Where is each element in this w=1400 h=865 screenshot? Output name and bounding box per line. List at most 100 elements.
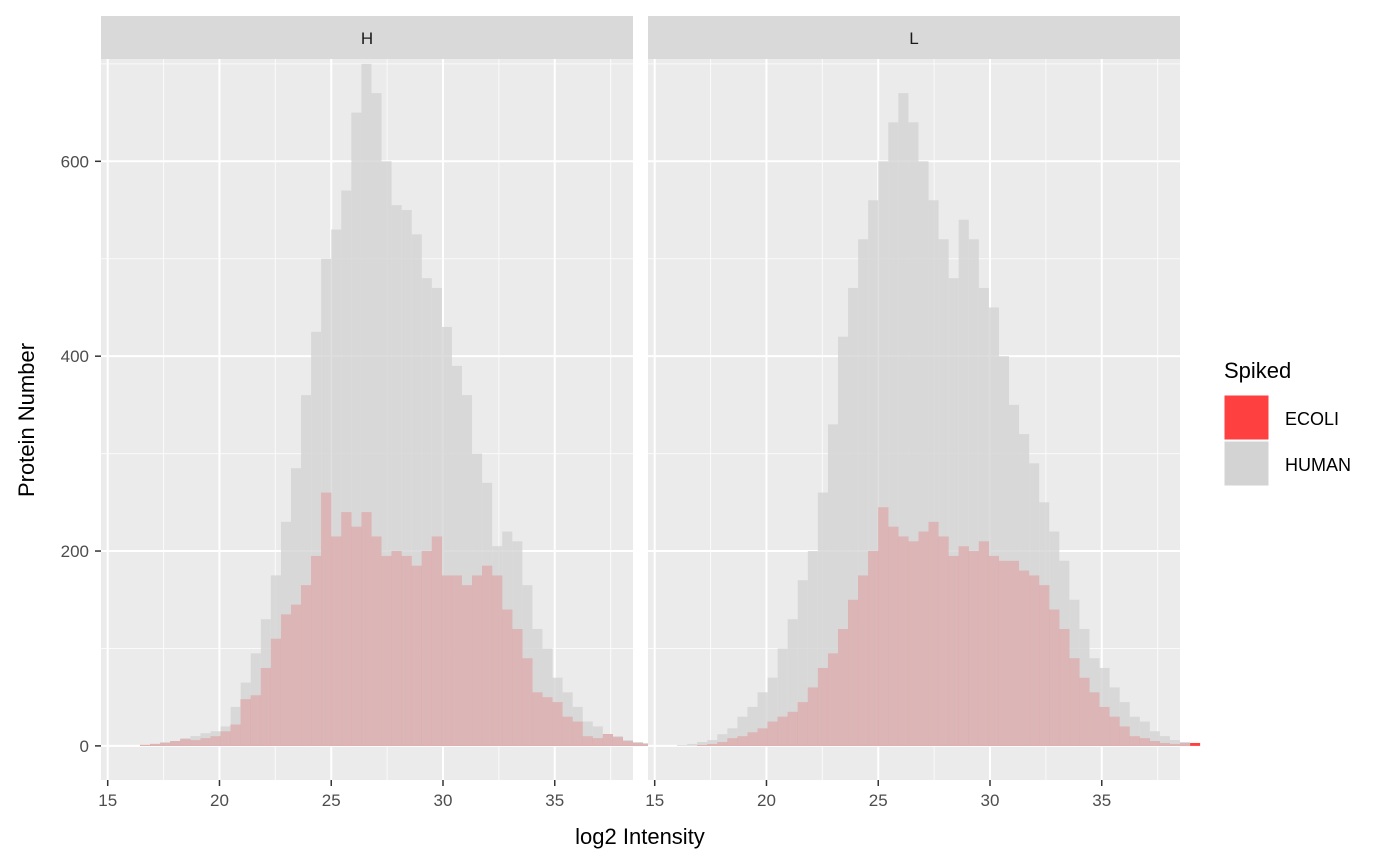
bar-human-h bbox=[170, 741, 181, 746]
bar-human-l bbox=[687, 743, 698, 746]
facet-panel-h: H bbox=[101, 16, 654, 780]
bar-human-h bbox=[441, 326, 452, 746]
bar-human-h bbox=[622, 740, 633, 746]
bar-human-h bbox=[361, 63, 372, 746]
bar-human-l bbox=[827, 424, 838, 746]
bar-human-h bbox=[250, 653, 261, 746]
legend-key-human bbox=[1223, 440, 1270, 487]
bar-human-l bbox=[677, 744, 688, 746]
bar-human-h bbox=[401, 210, 412, 746]
bar-human-h bbox=[291, 468, 302, 746]
bar-human-h bbox=[421, 278, 432, 746]
bar-human-l bbox=[1159, 736, 1170, 746]
bar-human-h bbox=[301, 395, 312, 746]
bar-human-h bbox=[331, 229, 342, 746]
bar-human-h bbox=[351, 112, 362, 746]
x-axis: 15 20 25 30 35 15 20 25 30 35 bbox=[98, 780, 1111, 810]
bar-human-h bbox=[462, 395, 473, 746]
x-tick-label: 15 bbox=[645, 791, 664, 810]
bar-human-l bbox=[958, 219, 969, 746]
bar-human-h bbox=[200, 733, 211, 746]
bar-human-l bbox=[918, 161, 929, 746]
bar-human-l bbox=[1149, 731, 1160, 746]
x-tick-label: 35 bbox=[1092, 791, 1111, 810]
legend-title: Spiked bbox=[1224, 358, 1291, 383]
bar-human-l bbox=[848, 287, 859, 746]
legend-key-ecoli bbox=[1223, 394, 1270, 441]
bar-human-h bbox=[210, 731, 221, 746]
bar-human-h bbox=[230, 706, 241, 746]
bar-human-l bbox=[737, 716, 748, 746]
bar-human-l bbox=[858, 239, 869, 746]
bar-ecoli-l bbox=[1190, 742, 1201, 746]
bar-human-l bbox=[767, 677, 778, 746]
bar-human-l bbox=[978, 287, 989, 746]
bar-human-l bbox=[1039, 502, 1050, 746]
bar-human-h bbox=[180, 738, 191, 746]
bar-human-l bbox=[727, 728, 738, 746]
bar-human-l bbox=[1129, 716, 1140, 746]
bar-human-h bbox=[542, 648, 553, 746]
bar-human-h bbox=[522, 585, 533, 746]
bar-human-h bbox=[150, 743, 161, 746]
x-axis-title: log2 Intensity bbox=[575, 824, 705, 849]
facet-label-h: H bbox=[361, 29, 373, 48]
x-tick-label: 25 bbox=[869, 791, 888, 810]
bar-human-l bbox=[697, 742, 708, 746]
bar-human-l bbox=[717, 734, 728, 746]
facet-panel-l: L bbox=[648, 16, 1201, 780]
x-tick-label: 15 bbox=[98, 791, 117, 810]
x-tick-label: 20 bbox=[210, 791, 229, 810]
bar-human-l bbox=[1079, 628, 1090, 746]
facet-strip-l bbox=[648, 16, 1180, 59]
bar-human-h bbox=[270, 575, 281, 746]
bar-human-l bbox=[938, 239, 949, 746]
legend-label-ecoli: ECOLI bbox=[1285, 409, 1339, 429]
bar-human-l bbox=[1139, 721, 1150, 746]
bar-human-l bbox=[747, 706, 758, 746]
bar-human-l bbox=[1109, 687, 1120, 746]
bar-human-h bbox=[140, 744, 151, 746]
y-tick-label: 400 bbox=[61, 347, 89, 366]
y-axis-title: Protein Number bbox=[14, 343, 39, 497]
bar-human-l bbox=[1099, 667, 1110, 746]
bar-human-h bbox=[371, 93, 382, 746]
bar-human-l bbox=[988, 307, 999, 746]
bar-human-l bbox=[1119, 702, 1130, 746]
bar-human-h bbox=[190, 736, 201, 746]
bar-human-h bbox=[492, 546, 503, 746]
bar-human-h bbox=[381, 161, 392, 746]
bar-human-l bbox=[777, 648, 788, 746]
legend-label-human: HUMAN bbox=[1285, 455, 1351, 475]
legend: Spiked ECOLI HUMAN bbox=[1223, 358, 1351, 487]
bar-human-h bbox=[431, 287, 442, 746]
bar-human-l bbox=[1059, 560, 1070, 746]
bar-human-h bbox=[160, 742, 171, 746]
y-tick-label: 0 bbox=[80, 737, 89, 756]
bar-human-l bbox=[1019, 434, 1030, 746]
bar-human-h bbox=[321, 258, 332, 746]
bar-human-l bbox=[787, 619, 798, 746]
bar-human-l bbox=[878, 161, 889, 746]
bar-human-h bbox=[260, 619, 271, 746]
y-tick-label: 200 bbox=[61, 542, 89, 561]
bar-human-h bbox=[280, 521, 291, 746]
x-tick-label: 20 bbox=[757, 791, 776, 810]
bar-human-h bbox=[552, 677, 563, 746]
bar-human-l bbox=[1089, 658, 1100, 746]
y-tick-label: 600 bbox=[61, 152, 89, 171]
bar-human-l bbox=[707, 740, 718, 746]
bar-human-l bbox=[757, 692, 768, 746]
bar-human-l bbox=[797, 580, 808, 746]
bar-human-h bbox=[240, 682, 251, 746]
bars-l bbox=[677, 93, 1201, 746]
bar-human-l bbox=[1049, 531, 1060, 746]
bar-human-l bbox=[998, 356, 1009, 746]
bar-human-h bbox=[502, 531, 513, 746]
bar-human-h bbox=[512, 541, 523, 746]
bar-human-l bbox=[898, 93, 909, 746]
facet-strip-h bbox=[101, 16, 633, 59]
bars-h bbox=[140, 63, 654, 746]
bar-human-h bbox=[612, 736, 623, 746]
